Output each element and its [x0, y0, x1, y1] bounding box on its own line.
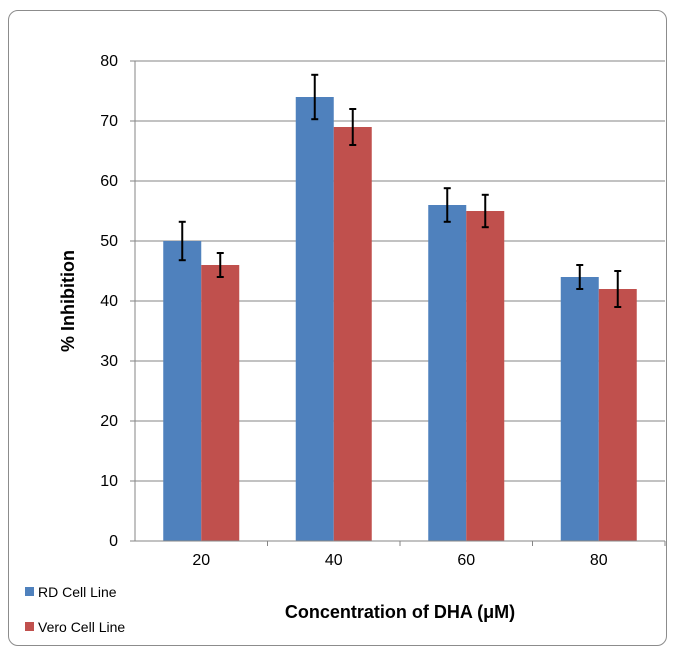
x-tick-label: 20 — [192, 552, 210, 569]
bar-rd-20 — [163, 241, 202, 541]
bar-vero-20 — [201, 265, 240, 541]
error-bars — [178, 73, 622, 308]
bars — [163, 97, 637, 541]
bar-vero-80 — [598, 289, 637, 541]
bar-rd-40 — [295, 97, 334, 541]
bar-vero-40 — [333, 127, 372, 541]
y-tick-label: 40 — [100, 293, 118, 310]
legend-label-vero: Vero Cell Line — [38, 619, 125, 635]
y-tick-label: 10 — [100, 473, 118, 490]
y-tick-label: 70 — [100, 113, 118, 130]
legend: RD Cell Line Vero Cell Line — [25, 584, 125, 635]
legend-swatch-vero — [25, 622, 34, 631]
y-tick-label: 20 — [100, 413, 118, 430]
legend-label-rd: RD Cell Line — [38, 584, 117, 600]
legend-swatch-rd — [25, 587, 34, 596]
x-tick-label: 80 — [590, 552, 608, 569]
legend-item-vero: Vero Cell Line — [25, 619, 125, 635]
bar-rd-80 — [560, 277, 599, 541]
y-tick-label: 60 — [100, 173, 118, 190]
legend-item-rd: RD Cell Line — [25, 584, 117, 600]
y-tick-label: 30 — [100, 353, 118, 370]
x-tick-label: 40 — [325, 552, 343, 569]
axes — [130, 60, 666, 546]
bar-vero-60 — [466, 211, 505, 541]
x-axis-title: Concentration of DHA (μM) — [285, 602, 515, 622]
y-tick-label: 50 — [100, 233, 118, 250]
y-tick-label: 80 — [100, 53, 118, 70]
bar-rd-60 — [428, 205, 467, 541]
tick-labels: 0 10 20 30 40 50 60 70 80 20 40 60 80 — [100, 53, 608, 569]
x-tick-label: 60 — [457, 552, 475, 569]
y-axis-title: % Inhibition — [58, 250, 78, 352]
y-tick-label: 0 — [109, 533, 118, 550]
